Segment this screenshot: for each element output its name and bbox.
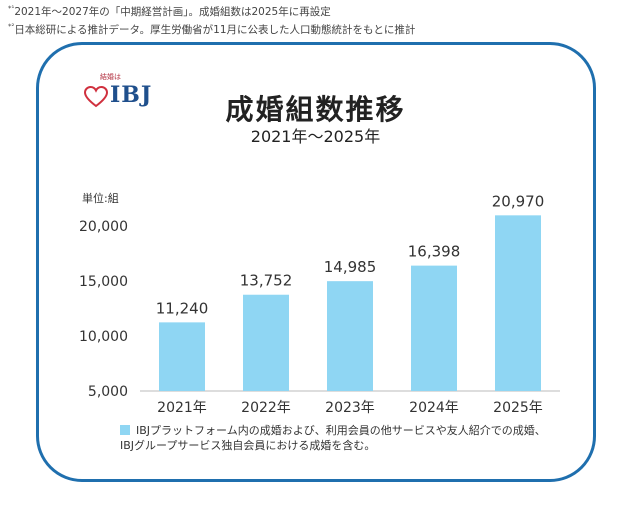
bar xyxy=(495,215,541,391)
x-tick-label: 2021年 xyxy=(157,400,207,416)
bar-value-label: 14,985 xyxy=(324,258,377,276)
bar-value-label: 20,970 xyxy=(492,192,545,210)
y-tick-label: 15,000 xyxy=(79,274,128,290)
logo-tagline: 結婚は xyxy=(100,73,121,81)
bar xyxy=(243,294,289,391)
legend-text-line2: IBJグループサービス独自会員における成婚を含む。 xyxy=(120,439,376,452)
legend-swatch xyxy=(120,425,130,435)
footnote-1-text: 2021年～2027年の「中期経営計画」。成婚組数は2025年に再設定 xyxy=(14,6,331,18)
footnote-1-mark: *¹ xyxy=(8,4,15,13)
footnote-2-mark: *² xyxy=(8,22,15,31)
bar xyxy=(327,281,373,391)
legend-text-line1: IBJプラットフォーム内の成婚および、利用会員の他サービスや友人紹介での成婚、 xyxy=(136,424,546,437)
legend: IBJプラットフォーム内の成婚および、利用会員の他サービスや友人紹介での成婚、 … xyxy=(120,423,546,453)
bar-value-label: 11,240 xyxy=(156,299,209,317)
chart-subtitle: 2021年～2025年 xyxy=(250,127,381,146)
bar-value-label: 13,752 xyxy=(240,272,293,290)
footnote-1: *¹2021年～2027年の「中期経営計画」。成婚組数は2025年に再設定 xyxy=(8,4,331,19)
bar xyxy=(411,265,457,391)
heart-icon xyxy=(84,86,108,108)
chart-title: 成婚組数推移 xyxy=(225,93,406,126)
y-tick-label: 5,000 xyxy=(88,384,128,400)
footnote-2: *²日本総研による推計データ。厚生労働省が11月に公表した人口動態統計をもとに推… xyxy=(8,22,415,37)
y-tick-label: 20,000 xyxy=(79,219,128,235)
bar xyxy=(159,322,205,391)
x-tick-label: 2024年 xyxy=(409,400,459,416)
logo-text: IBJ xyxy=(110,82,153,108)
x-tick-label: 2025年 xyxy=(493,400,543,416)
bar-value-label: 16,398 xyxy=(408,243,461,261)
x-tick-label: 2022年 xyxy=(241,400,291,416)
y-tick-label: 10,000 xyxy=(79,329,128,345)
x-tick-label: 2023年 xyxy=(325,400,375,416)
footnote-2-text: 日本総研による推計データ。厚生労働省が11月に公表した人口動態統計をもとに推計 xyxy=(14,24,416,36)
unit-label: 単位:組 xyxy=(82,192,119,205)
